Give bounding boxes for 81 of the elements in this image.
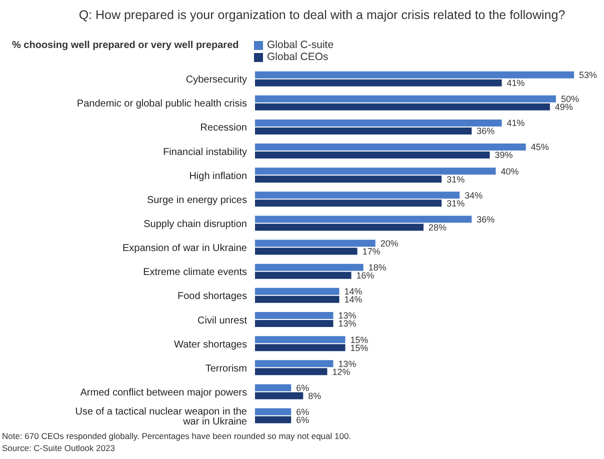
data-label: 31% [446, 174, 465, 184]
legend-label: Global C-suite [267, 39, 334, 51]
data-label: 6% [296, 406, 310, 417]
data-label: 13% [338, 310, 356, 321]
y-tick-label: Recession [200, 122, 247, 134]
bar [255, 216, 472, 223]
y-tick-label: Terrorism [205, 363, 247, 374]
data-label: 45% [530, 142, 549, 152]
bar [255, 71, 574, 78]
bar [255, 103, 550, 110]
y-tick-label: Expansion of war in Ukraine [122, 243, 248, 254]
data-label: 8% [308, 390, 322, 401]
bar [255, 344, 346, 352]
data-label: 14% [344, 286, 362, 297]
text: % choosing well prepared or very well prepared [12, 40, 239, 51]
data-label: 28% [428, 222, 447, 232]
data-label: 53% [579, 70, 598, 80]
bar [255, 296, 340, 303]
bar [255, 392, 304, 400]
data-label: 15% [350, 342, 368, 353]
bar [255, 384, 292, 392]
bar [255, 272, 352, 279]
bar [255, 240, 376, 247]
bar [255, 127, 472, 134]
y-tick-label: Civil unrest [198, 315, 248, 326]
data-label: 36% [476, 214, 495, 224]
y-tick-label: Water shortages [174, 339, 247, 350]
bar [255, 368, 328, 376]
y-tick-label: Use of a tactical nuclear weapon in the war in Ukraine [75, 406, 248, 428]
data-label: 50% [560, 94, 579, 104]
data-label: 40% [500, 166, 519, 176]
bar [255, 312, 334, 319]
data-label: 12% [332, 366, 350, 377]
data-label: 41% [506, 78, 525, 88]
y-tick-label: Armed conflict between major powers [80, 387, 247, 398]
bar [255, 416, 292, 424]
data-label: 17% [362, 246, 380, 256]
bar [255, 200, 442, 207]
y-tick-label: Pandemic or global public health crisis [76, 98, 247, 110]
data-label: 13% [338, 358, 356, 369]
data-label: 15% [350, 334, 368, 345]
data-label: 49% [554, 102, 573, 112]
data-label: 31% [446, 198, 465, 208]
y-tick-label: Financial instability [163, 146, 247, 158]
chart-title: Q: How prepared is your organization to deal with a major crisis related to the following? [78, 7, 566, 24]
bar [255, 360, 334, 368]
bar [255, 288, 340, 295]
y-tick-label: Supply chain disruption [144, 218, 247, 230]
data-label: 6% [296, 382, 310, 393]
data-label: 14% [344, 294, 362, 305]
data-label: 6% [296, 414, 310, 425]
data-label: 20% [380, 238, 398, 248]
bar [255, 119, 502, 126]
y-tick-label: Cybersecurity [186, 74, 247, 86]
y-tick-label: Surge in energy prices [146, 194, 247, 206]
bar [255, 408, 292, 416]
data-label: 16% [356, 270, 374, 281]
bar [255, 79, 502, 86]
data-label: 36% [476, 126, 495, 136]
bar [255, 95, 556, 102]
bar [255, 168, 496, 175]
data-label: 34% [464, 190, 483, 200]
data-label: 18% [368, 262, 386, 273]
bar [255, 336, 346, 344]
bar [255, 224, 424, 231]
text: Note: 670 CEOs responded globally. Percentages have been rounded so may not equal 100. [2, 430, 352, 442]
bar [255, 248, 358, 255]
data-label: 13% [338, 318, 356, 329]
bar [255, 192, 460, 199]
bar [255, 264, 364, 271]
bar [255, 152, 490, 159]
y-tick-label: Extreme climate events [143, 267, 247, 278]
data-label: 41% [506, 118, 525, 128]
bar [255, 176, 442, 183]
data-label: 39% [494, 150, 513, 160]
y-tick-label: High inflation [189, 170, 247, 182]
source-note: Source: C-Suite Outlook 2023 [2, 442, 116, 454]
y-tick-label: Food shortages [178, 291, 247, 302]
bar [255, 144, 526, 151]
bar [255, 320, 334, 327]
legend-label: Global CEOs [267, 51, 328, 63]
